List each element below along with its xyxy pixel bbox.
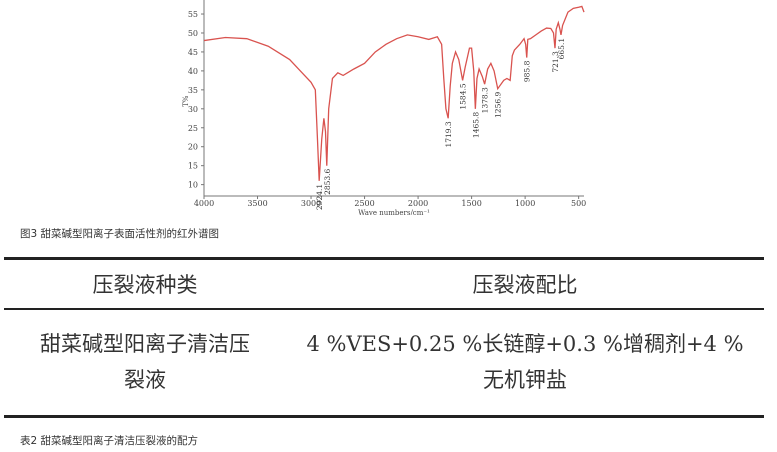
table-header-type: 压裂液种类 (92, 273, 198, 297)
x-tick-label: 1500 (461, 199, 481, 208)
table-header-rule (4, 308, 764, 310)
peak-label: 665.1 (557, 38, 566, 59)
x-tick-label: 3500 (247, 199, 267, 208)
ir-spectrum-chart: 10 15 20 25 30 35 40 45 50 55 4000 3500 3000 2500 2000… (182, 0, 586, 215)
y-tick-label: 30 (188, 105, 198, 114)
y-tick-label: 50 (188, 29, 198, 38)
y-tick-label: 35 (188, 86, 198, 95)
table-top-rule (4, 257, 764, 260)
x-tick-label: 1000 (515, 199, 535, 208)
x-tick-label: 2000 (408, 199, 428, 208)
y-tick-label: 10 (188, 181, 198, 190)
table-caption: 表2 甜菜碱型阳离子清洁压裂液的配方 (20, 435, 199, 447)
peak-label: 1584.5 (459, 83, 468, 109)
y-tick-label: 15 (188, 162, 198, 171)
x-tick-label: 500 (571, 199, 586, 208)
x-axis-label: Wave numbers/cm⁻¹ (358, 209, 430, 215)
spectrum-line (203, 5, 585, 181)
table-cell-ratio-line1: 4 %VES+0.25 %长链醇+0.3 %增稠剂+4 % (306, 332, 744, 356)
peak-label: 1378.3 (481, 87, 490, 113)
y-tick-label: 55 (188, 10, 198, 19)
y-tick-label: 20 (188, 143, 198, 152)
table-cell-type-line1: 甜菜碱型阳离子清洁压 (40, 332, 250, 356)
table-bottom-rule (4, 415, 764, 418)
y-tick-label: 45 (188, 48, 198, 57)
figure-caption: 图3 甜菜碱型阳离子表面活性剂的红外谱图 (20, 228, 220, 240)
y-axis-label: T% (182, 95, 190, 107)
peak-label: 2924.1 (315, 184, 324, 210)
peak-label: 1465.8 (471, 112, 480, 138)
peak-label: 985.8 (523, 60, 532, 82)
peak-label: 721.3 (551, 51, 560, 73)
table-cell-type-line2: 裂液 (124, 368, 166, 392)
y-tick-label: 25 (188, 124, 198, 133)
y-tick-label: 40 (188, 67, 198, 76)
table-cell-ratio-line2: 无机钾盐 (483, 368, 567, 392)
x-tick-label: 4000 (194, 199, 214, 208)
peak-label: 2853.6 (323, 168, 332, 194)
x-tick-label: 3000 (301, 199, 321, 208)
peak-label: 1256.9 (494, 91, 503, 117)
table-header-ratio: 压裂液配比 (472, 273, 578, 297)
peak-label: 1719.3 (444, 121, 453, 147)
x-tick-label: 2500 (354, 199, 374, 208)
